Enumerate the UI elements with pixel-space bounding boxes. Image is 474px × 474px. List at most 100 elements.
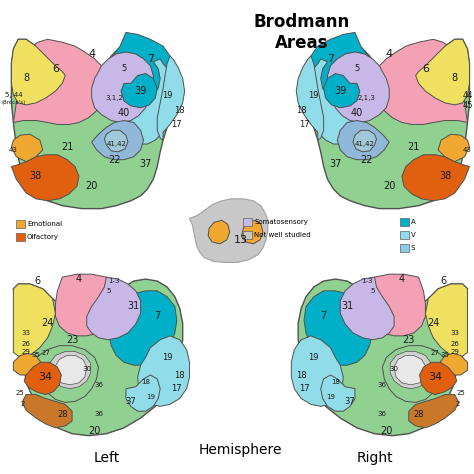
Text: 39: 39 bbox=[135, 86, 147, 96]
Text: 17: 17 bbox=[172, 120, 182, 129]
Bar bbox=[243, 219, 252, 226]
Text: 24: 24 bbox=[427, 318, 439, 328]
Bar bbox=[16, 233, 25, 241]
Text: 19: 19 bbox=[146, 393, 155, 400]
Text: A: A bbox=[411, 219, 416, 225]
Text: 4: 4 bbox=[76, 274, 82, 284]
Text: 26: 26 bbox=[450, 341, 459, 346]
Text: 4: 4 bbox=[88, 49, 95, 59]
Text: 2,1,3: 2,1,3 bbox=[358, 95, 375, 101]
Bar bbox=[243, 231, 252, 239]
Text: 6: 6 bbox=[440, 276, 446, 286]
Polygon shape bbox=[13, 39, 109, 125]
Bar bbox=[16, 220, 25, 228]
Text: 21: 21 bbox=[61, 142, 73, 152]
Text: 41,42: 41,42 bbox=[355, 141, 374, 147]
Text: 34: 34 bbox=[428, 372, 442, 382]
Text: 44: 44 bbox=[462, 91, 473, 100]
Text: 19: 19 bbox=[309, 353, 319, 362]
Text: 23: 23 bbox=[402, 335, 415, 345]
Polygon shape bbox=[373, 39, 467, 125]
Polygon shape bbox=[426, 284, 467, 357]
Text: 20: 20 bbox=[380, 426, 392, 436]
Text: 5: 5 bbox=[121, 64, 127, 73]
Polygon shape bbox=[121, 73, 157, 108]
Text: Hemisphere: Hemisphere bbox=[199, 443, 282, 457]
Text: 27: 27 bbox=[431, 350, 440, 356]
Polygon shape bbox=[383, 346, 447, 402]
Text: 5: 5 bbox=[370, 288, 375, 294]
Text: 6: 6 bbox=[422, 64, 429, 73]
Bar bbox=[400, 231, 409, 239]
Bar bbox=[400, 219, 409, 226]
Text: V: V bbox=[411, 232, 416, 238]
Text: 1-3: 1-3 bbox=[361, 278, 373, 284]
Text: 21: 21 bbox=[408, 142, 420, 152]
Polygon shape bbox=[34, 346, 99, 402]
Polygon shape bbox=[190, 199, 268, 263]
Text: 36: 36 bbox=[94, 382, 103, 388]
Polygon shape bbox=[328, 52, 389, 122]
Text: Not well studied: Not well studied bbox=[254, 232, 311, 238]
Text: 19: 19 bbox=[309, 91, 319, 100]
Text: 41,42: 41,42 bbox=[106, 141, 126, 147]
Text: 6: 6 bbox=[52, 64, 59, 73]
Text: 17: 17 bbox=[172, 384, 182, 393]
Text: 18: 18 bbox=[174, 106, 185, 115]
Polygon shape bbox=[416, 39, 469, 105]
Text: 19: 19 bbox=[162, 91, 172, 100]
Polygon shape bbox=[124, 59, 177, 144]
Text: 8: 8 bbox=[23, 73, 29, 83]
Polygon shape bbox=[91, 120, 144, 160]
Polygon shape bbox=[394, 356, 428, 385]
Text: 34: 34 bbox=[38, 372, 53, 382]
Text: 5, 44: 5, 44 bbox=[5, 92, 22, 98]
Text: 19: 19 bbox=[326, 393, 335, 400]
Text: 4: 4 bbox=[399, 274, 405, 284]
Polygon shape bbox=[308, 32, 374, 108]
Text: 8: 8 bbox=[452, 73, 458, 83]
Text: 40: 40 bbox=[351, 108, 363, 118]
Polygon shape bbox=[50, 352, 91, 389]
Text: 25: 25 bbox=[16, 390, 25, 396]
Polygon shape bbox=[296, 56, 324, 140]
Polygon shape bbox=[440, 354, 467, 375]
Polygon shape bbox=[340, 277, 394, 340]
Text: 7: 7 bbox=[147, 54, 154, 64]
Polygon shape bbox=[22, 394, 72, 428]
Text: Olfactory: Olfactory bbox=[27, 234, 59, 240]
Text: 37: 37 bbox=[329, 159, 342, 169]
Text: 43: 43 bbox=[463, 147, 472, 153]
Text: 4: 4 bbox=[386, 49, 393, 59]
Text: 1-3: 1-3 bbox=[109, 278, 120, 284]
Text: 24: 24 bbox=[41, 318, 54, 328]
Polygon shape bbox=[126, 375, 160, 411]
Polygon shape bbox=[419, 362, 457, 394]
Polygon shape bbox=[13, 354, 41, 375]
Text: 37: 37 bbox=[345, 397, 356, 406]
Text: 43: 43 bbox=[9, 147, 18, 153]
Text: 37: 37 bbox=[139, 159, 152, 169]
Text: 30: 30 bbox=[390, 366, 399, 372]
Polygon shape bbox=[390, 352, 431, 389]
Text: 17: 17 bbox=[299, 384, 310, 393]
Polygon shape bbox=[13, 284, 55, 357]
Text: 5: 5 bbox=[354, 64, 360, 73]
Text: 18: 18 bbox=[331, 379, 340, 385]
Polygon shape bbox=[13, 279, 182, 436]
Text: 38: 38 bbox=[439, 171, 451, 182]
Text: 33: 33 bbox=[22, 330, 31, 336]
Text: Emotional: Emotional bbox=[27, 221, 62, 227]
Text: 31: 31 bbox=[341, 301, 353, 311]
Polygon shape bbox=[11, 134, 43, 162]
Text: 13: 13 bbox=[233, 235, 247, 245]
Text: 18: 18 bbox=[141, 379, 150, 385]
Text: 45: 45 bbox=[462, 101, 473, 110]
Polygon shape bbox=[402, 155, 469, 201]
Text: Somatosensory: Somatosensory bbox=[254, 219, 308, 225]
Text: 18: 18 bbox=[296, 106, 306, 115]
Text: 19: 19 bbox=[162, 353, 172, 362]
Polygon shape bbox=[321, 375, 355, 411]
Text: 6: 6 bbox=[35, 276, 41, 286]
Text: Right: Right bbox=[356, 451, 393, 465]
